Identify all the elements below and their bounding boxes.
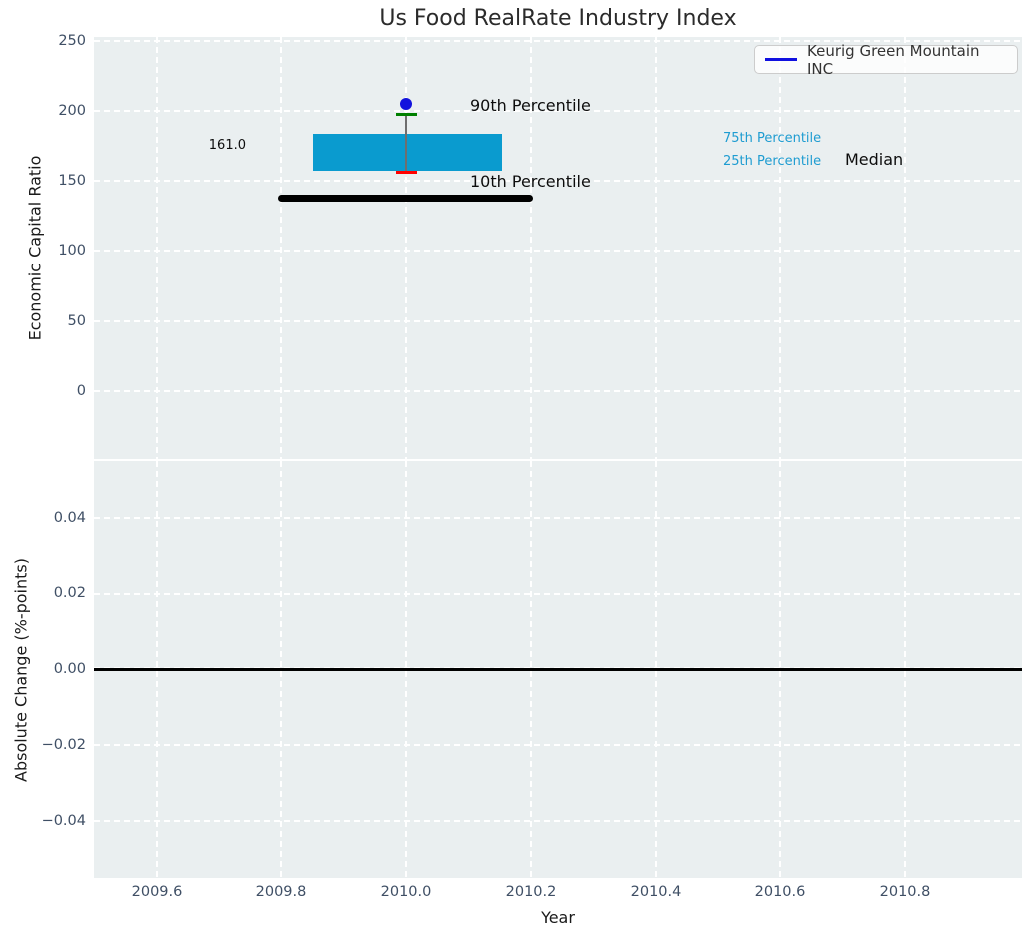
iqr-box [313, 134, 502, 171]
ytick-label: 250 [58, 33, 86, 49]
xtick-label: 2010.2 [505, 884, 557, 900]
gridline-h [94, 390, 1022, 392]
median-value-label: 161.0 [208, 138, 246, 153]
gridline-v [156, 37, 158, 459]
company-data-point [400, 98, 412, 110]
gridline-h [94, 744, 1022, 746]
median-label: Median [845, 150, 904, 169]
gridline-h [94, 40, 1022, 42]
gridline-h [94, 320, 1022, 322]
ytick-label: 200 [58, 103, 86, 119]
xtick-label: 2010.4 [630, 884, 682, 900]
gridline-v [779, 37, 781, 459]
gridline-h [94, 593, 1022, 595]
top-y-axis-label: Economic Capital Ratio [25, 155, 45, 341]
gridline-h [94, 250, 1022, 252]
top-plot-area: 161.0 90th Percentile 10th Percentile 75… [94, 37, 1022, 459]
gridline-v [405, 37, 407, 459]
zero-change-line [94, 668, 1022, 671]
gridline-h [94, 820, 1022, 822]
p10-label: 10th Percentile [470, 172, 591, 191]
chart-title: Us Food RealRate Industry Index [379, 6, 737, 31]
xtick-label: 2010.6 [754, 884, 806, 900]
gridline-h [94, 517, 1022, 519]
median-line [278, 195, 533, 202]
gridline-h [94, 110, 1022, 112]
p90-label: 90th Percentile [470, 96, 591, 115]
p75-label: 75th Percentile [723, 131, 822, 146]
ytick-label: 0 [76, 383, 86, 399]
gridline-v [904, 37, 906, 459]
xtick-label: 2010.8 [879, 884, 931, 900]
x-axis-label: Year [541, 908, 575, 927]
p25-label: 25th Percentile [723, 154, 822, 169]
ytick-label: 0.04 [53, 510, 86, 526]
ytick-label: 50 [67, 313, 86, 329]
ytick-label: 0.00 [53, 661, 86, 677]
legend: Keurig Green Mountain INC [754, 42, 1018, 78]
xtick-label: 2009.6 [131, 884, 183, 900]
gridline-v [280, 37, 282, 459]
p90-whisker-cap [396, 113, 417, 116]
gridline-v [655, 37, 657, 459]
xtick-label: 2009.8 [255, 884, 307, 900]
bottom-plot-area [94, 461, 1022, 878]
whisker-line [405, 116, 407, 171]
ytick-label: −0.04 [41, 813, 86, 829]
ytick-label: −0.02 [41, 737, 86, 753]
legend-line-swatch [765, 58, 797, 61]
ytick-label: 150 [58, 173, 86, 189]
ytick-label: 0.02 [53, 585, 86, 601]
p10-whisker-cap [396, 171, 417, 174]
bottom-y-axis-label: Absolute Change (%-points) [11, 558, 31, 782]
legend-label: Keurig Green Mountain INC [807, 41, 980, 78]
ytick-label: 100 [58, 243, 86, 259]
xtick-label: 2010.0 [380, 884, 432, 900]
gridline-h [94, 180, 1022, 182]
gridline-v [530, 37, 532, 459]
